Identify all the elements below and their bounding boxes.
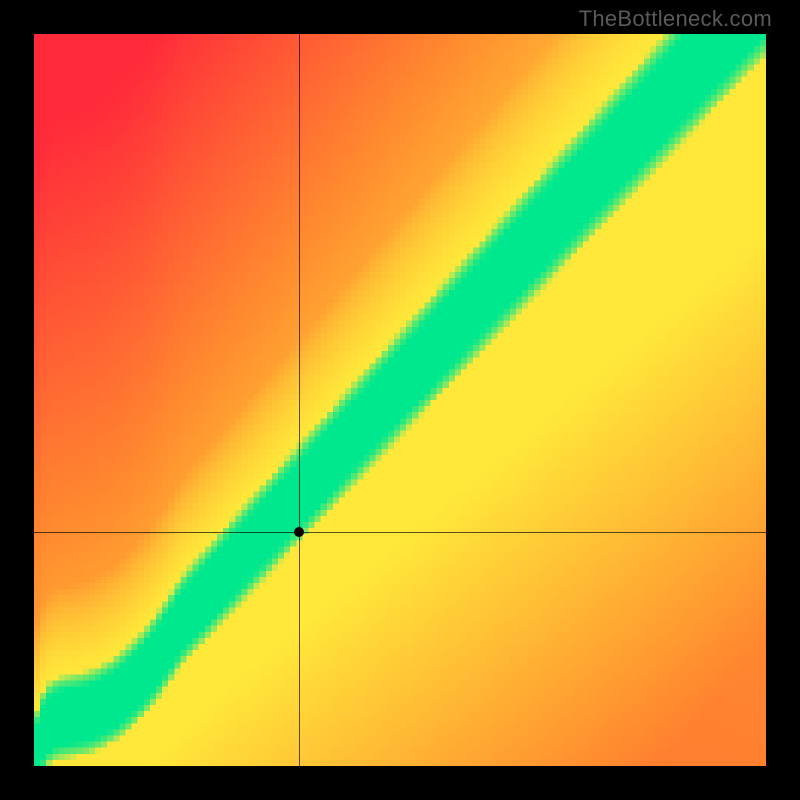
heatmap-canvas (34, 34, 766, 766)
marker-dot (294, 527, 304, 537)
plot-area (34, 34, 766, 766)
figure-frame: TheBottleneck.com (0, 0, 800, 800)
watermark-text: TheBottleneck.com (579, 6, 772, 32)
crosshair-horizontal (34, 532, 766, 533)
crosshair-vertical (299, 34, 300, 766)
